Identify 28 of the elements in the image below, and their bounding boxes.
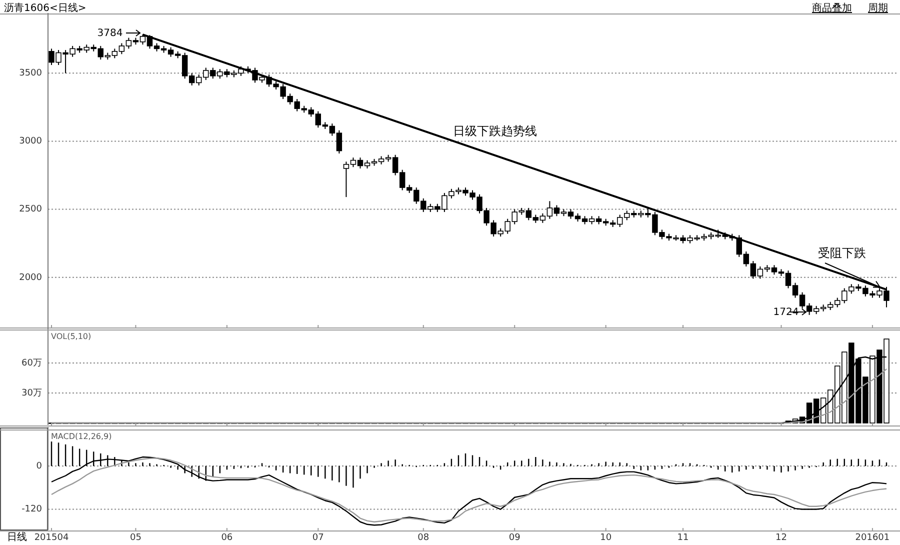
text: 周期 — [868, 2, 888, 14]
chart-title: VOL(5,10) — [51, 332, 92, 341]
x-tick-label: 10 — [600, 533, 612, 543]
y-tick-label: 0 — [36, 461, 42, 472]
y-tick-label: 2500 — [19, 204, 42, 215]
x-tick-label: 12 — [776, 533, 787, 543]
annotation: 1724 — [773, 307, 799, 318]
annotation: 3784 — [97, 28, 123, 39]
x-tick-label: 11 — [677, 533, 689, 543]
x-tick-label: 08 — [418, 533, 430, 543]
text: 商品叠加 — [812, 2, 852, 14]
y-tick-label: 3500 — [19, 68, 42, 79]
x-tick-label: 05 — [130, 533, 142, 543]
chart-title: MACD(12,26,9) — [51, 432, 112, 441]
y-tick-label: 2000 — [19, 272, 42, 283]
annotation: 受阻下跌 — [818, 246, 866, 260]
annotation: 日级下跌趋势线 — [453, 124, 537, 138]
chart-title: 沥青1606<日线> — [4, 2, 86, 14]
x-tick-label: 201601 — [855, 533, 890, 543]
y-tick-label: -120 — [22, 504, 42, 515]
x-tick-label: 201504 — [34, 533, 69, 543]
y-tick-label: 30万 — [22, 388, 42, 398]
x-axis-title: 日线 — [7, 531, 27, 543]
y-tick-label: 3000 — [19, 136, 42, 147]
y-tick-label: 60万 — [22, 358, 42, 368]
x-tick-label: 09 — [508, 533, 521, 543]
x-tick-label: 06 — [221, 533, 233, 543]
x-tick-label: 07 — [312, 533, 324, 543]
